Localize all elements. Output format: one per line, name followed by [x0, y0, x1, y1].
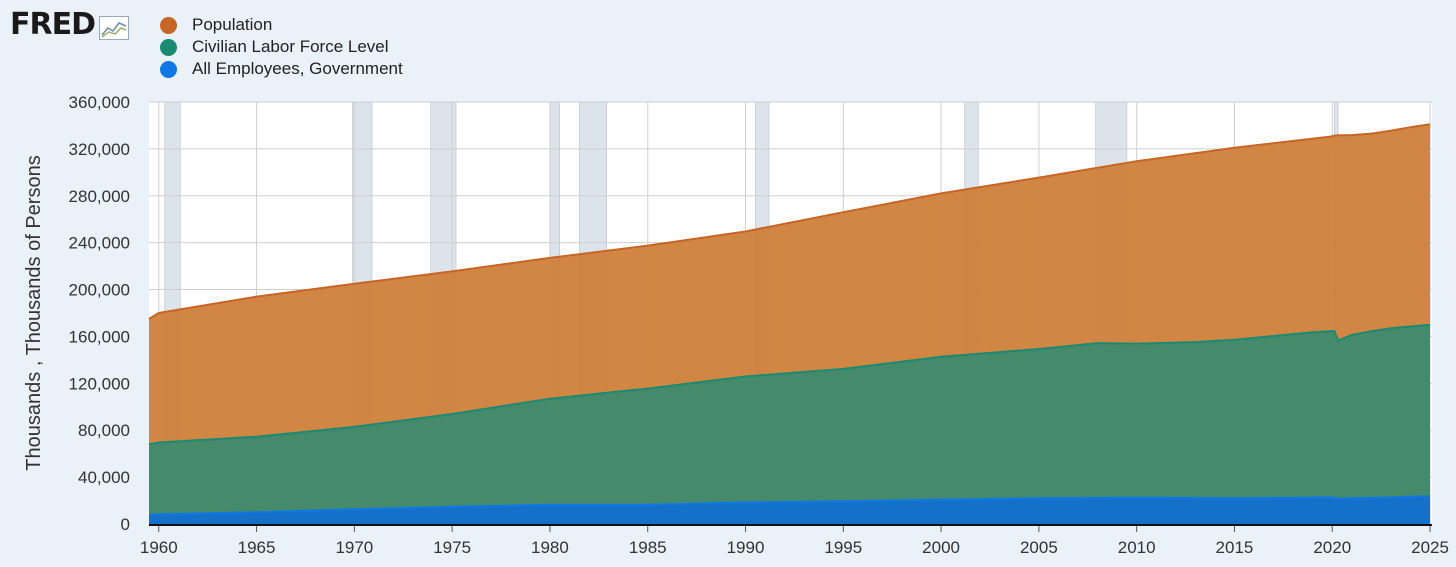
legend-label-government: All Employees, Government [192, 59, 403, 78]
x-tick-label: 2010 [1118, 538, 1156, 557]
chart-legend: Population Civilian Labor Force Level Al… [160, 14, 403, 80]
x-tick-label: 1970 [335, 538, 373, 557]
legend-swatch-labor-force [160, 38, 177, 56]
legend-item-population[interactable]: Population [160, 14, 403, 36]
x-tick-label: 1980 [531, 538, 569, 557]
legend-label-population: Population [192, 15, 273, 34]
y-tick-label: 40,000 [78, 468, 130, 487]
x-tick-label: 2000 [922, 538, 960, 557]
y-tick-label: 240,000 [69, 234, 130, 253]
x-tick-label: 2025 [1411, 538, 1449, 557]
fred-logo[interactable]: FRED [10, 10, 129, 40]
x-tick-label: 1965 [238, 538, 276, 557]
y-tick-label: 200,000 [69, 281, 130, 300]
fred-logo-text: FRED [10, 7, 96, 42]
legend-swatch-government [160, 60, 177, 78]
y-tick-label: 320,000 [69, 140, 130, 159]
y-tick-label: 80,000 [78, 421, 130, 440]
x-tick-label: 1975 [433, 538, 471, 557]
x-tick-label: 1985 [629, 538, 667, 557]
x-tick-label: 1990 [727, 538, 765, 557]
area-government[interactable] [149, 496, 1430, 524]
x-tick-label: 2005 [1020, 538, 1058, 557]
y-axis-title: Thousands , Thousands of Persons [23, 155, 45, 470]
x-tick-label: 1995 [824, 538, 862, 557]
series-line-population [148, 123, 1431, 320]
y-tick-label: 120,000 [69, 374, 130, 393]
y-tick-label: 160,000 [69, 327, 130, 346]
x-tick-labels: 1960 1965 1970 1975 1980 1985 1990 1995 2000 2005… [140, 526, 1449, 557]
y-tick-label: 360,000 [69, 93, 130, 112]
legend-item-labor-force[interactable]: Civilian Labor Force Level [160, 36, 403, 58]
legend-label-labor-force: Civilian Labor Force Level [192, 37, 389, 56]
legend-item-government[interactable]: All Employees, Government [160, 58, 403, 80]
series-line-labor [148, 323, 1431, 446]
x-tick-label: 2015 [1216, 538, 1254, 557]
series-line-government [148, 495, 1431, 516]
y-tick-label: 0 [121, 515, 130, 534]
x-tick-label: 2020 [1313, 538, 1351, 557]
series-areas [148, 123, 1431, 525]
y-tick-label: 280,000 [69, 187, 130, 206]
area-labor[interactable] [149, 324, 1430, 524]
trend-line-icon [99, 16, 129, 40]
y-tick-labels: 0 40,000 80,000 120,000 160,000 200,000 240,00… [69, 93, 130, 534]
legend-swatch-population [160, 16, 177, 34]
x-tick-label: 1960 [140, 538, 178, 557]
